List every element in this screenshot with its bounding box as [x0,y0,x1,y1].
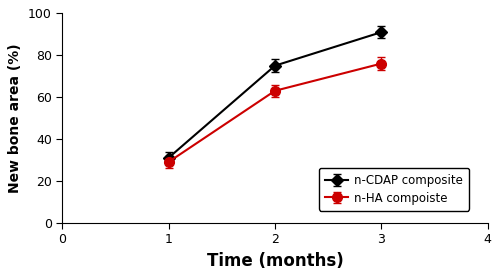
X-axis label: Time (months): Time (months) [206,252,344,270]
Y-axis label: New bone area (%): New bone area (%) [8,43,22,193]
Legend: n-CDAP composite, n-HA compoiste: n-CDAP composite, n-HA compoiste [319,168,469,210]
